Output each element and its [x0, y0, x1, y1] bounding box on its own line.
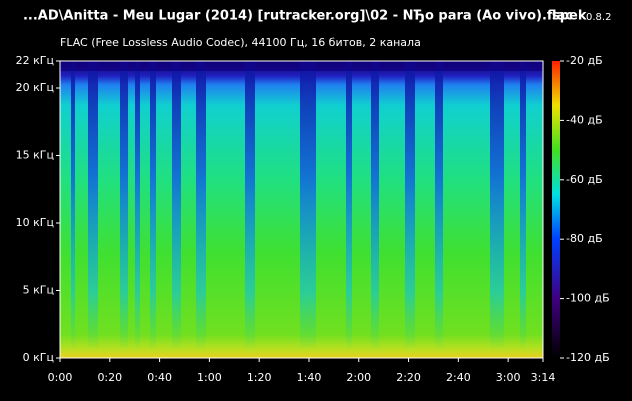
x-tick-label: 2:00 — [346, 371, 371, 384]
subtitle: FLAC (Free Lossless Audio Codec), 44100 … — [60, 36, 421, 49]
y-tick-label: 22 кГц — [16, 54, 54, 67]
colorbar-tick-label: -60 дБ — [566, 173, 603, 186]
colorbar-tick-label: -80 дБ — [566, 232, 603, 245]
x-tick-label: 3:14 — [531, 371, 556, 384]
x-tick-label: 3:00 — [496, 371, 521, 384]
x-tick-label: 0:20 — [97, 371, 122, 384]
y-tick-label: 20 кГц — [16, 81, 54, 94]
quiet-stripes — [71, 61, 526, 351]
colorbar-tick-label: -120 дБ — [566, 351, 610, 364]
app-name: spek — [552, 9, 587, 24]
colorbar-tick-label: -20 дБ — [566, 54, 603, 67]
app-version: 0.8.2 — [586, 12, 611, 23]
y-tick-label: 15 кГц — [16, 149, 54, 162]
colorbar — [552, 61, 560, 358]
colorbar-tick-label: -40 дБ — [566, 113, 603, 126]
x-tick-label: 2:20 — [396, 371, 421, 384]
title: ...AD\Anitta - Meu Lugar (2014) [rutrack… — [23, 9, 573, 24]
x-tick-label: 0:40 — [147, 371, 172, 384]
x-tick-label: 1:20 — [247, 371, 272, 384]
spectrogram — [60, 61, 543, 358]
plot-frame — [59, 60, 544, 359]
x-tick-label: 1:00 — [197, 371, 222, 384]
colorbar-tick-label: -100 дБ — [566, 292, 610, 305]
x-tick-label: 0:00 — [48, 371, 73, 384]
x-tick-label: 2:40 — [446, 371, 471, 384]
y-tick-label: 0 кГц — [23, 351, 54, 364]
y-tick-label: 10 кГц — [16, 216, 54, 229]
x-tick-label: 1:40 — [297, 371, 322, 384]
y-tick-label: 5 кГц — [23, 284, 54, 297]
